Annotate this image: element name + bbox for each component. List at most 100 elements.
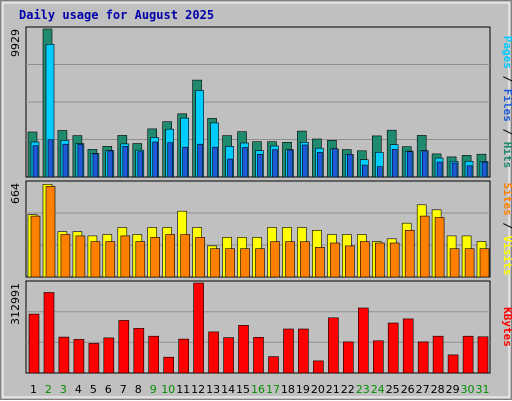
bar-pages-day-15 (242, 147, 248, 178)
bar-sites-day-7 (120, 235, 131, 278)
bar-pages-day-31 (481, 161, 488, 178)
bar-kbytes-day-23 (357, 307, 369, 374)
bar-sites-day-12 (195, 237, 205, 278)
bar-sites-day-21 (330, 242, 340, 278)
bar-pages-day-30 (466, 165, 473, 178)
bar-pages-day-9 (152, 141, 158, 178)
x-tick-day-9: 9 (150, 383, 157, 396)
bar-kbytes-day-16 (253, 336, 264, 374)
bar-pages-day-5 (92, 153, 99, 178)
bar-pages-day-12 (197, 143, 203, 178)
legend-entry: Pages (501, 36, 512, 69)
x-tick-day-7: 7 (120, 383, 127, 396)
bar-sites-day-8 (135, 241, 146, 278)
bar-kbytes-day-1 (28, 313, 40, 374)
bar-sites-day-29 (449, 248, 460, 278)
bar-kbytes-day-31 (477, 336, 489, 374)
bar-sites-day-11 (180, 234, 190, 278)
bar-pages-day-14 (227, 158, 233, 178)
bar-sites-day-24 (374, 242, 385, 278)
bar-pages-day-2 (47, 139, 54, 178)
bar-pages-day-20 (317, 152, 323, 178)
bar-kbytes-day-27 (417, 341, 429, 374)
bar-kbytes-day-9 (148, 335, 159, 374)
bar-pages-day-1 (32, 145, 39, 178)
x-tick-day-27: 27 (416, 383, 430, 396)
x-tick-day-17: 17 (266, 383, 280, 396)
bar-kbytes-day-30 (462, 335, 474, 374)
bar-sites-day-25 (389, 242, 400, 278)
bar-sites-day-1 (30, 215, 41, 278)
bar-kbytes-day-11 (178, 338, 189, 374)
x-tick-day-24: 24 (371, 383, 385, 396)
bar-pages-day-22 (346, 154, 353, 178)
legend-entry: Hits (501, 142, 512, 169)
x-tick-day-5: 5 (90, 383, 97, 396)
x-tick-day-29: 29 (446, 383, 460, 396)
bar-sites-day-17 (270, 241, 280, 278)
legend-entry: / (501, 69, 512, 89)
bar-sites-day-6 (105, 241, 116, 278)
bar-sites-day-31 (479, 248, 490, 278)
x-tick-day-8: 8 (135, 383, 142, 396)
x-tick-day-4: 4 (75, 383, 82, 396)
legend-hits-files-pages: Pages / Files / Hits (501, 36, 512, 169)
bar-pages-day-24 (376, 166, 383, 178)
x-tick-day-3: 3 (60, 383, 67, 396)
bar-kbytes-day-5 (88, 343, 100, 374)
x-tick-day-26: 26 (401, 383, 415, 396)
bar-kbytes-day-19 (298, 328, 309, 374)
y-max-label: 9929 (9, 29, 22, 57)
x-tick-day-30: 30 (461, 383, 475, 396)
bar-pages-day-8 (137, 151, 144, 178)
x-tick-day-31: 31 (476, 383, 490, 396)
x-tick-day-28: 28 (431, 383, 445, 396)
x-tick-day-12: 12 (191, 383, 205, 396)
bar-kbytes-day-13 (208, 331, 219, 374)
bar-sites-day-19 (300, 241, 310, 278)
bar-pages-day-28 (436, 161, 443, 178)
bar-sites-day-20 (315, 247, 325, 278)
x-tick-day-20: 20 (311, 383, 325, 396)
bar-sites-day-27 (419, 215, 430, 278)
legend-entry: Visits (501, 236, 512, 276)
x-tick-day-23: 23 (356, 383, 370, 396)
bar-kbytes-day-4 (73, 339, 85, 374)
bar-pages-day-16 (257, 154, 263, 178)
bar-sites-day-14 (225, 248, 235, 278)
bar-pages-day-6 (107, 150, 114, 178)
bar-pages-day-7 (122, 146, 129, 178)
bar-kbytes-day-29 (447, 354, 459, 374)
x-tick-day-6: 6 (105, 383, 112, 396)
frame-bevel (2, 2, 510, 398)
x-tick-day-15: 15 (236, 383, 250, 396)
legend-entry: KBytes (501, 307, 512, 347)
bar-sites-day-30 (464, 248, 475, 278)
bar-kbytes-day-17 (268, 356, 279, 374)
bar-sites-day-3 (60, 234, 71, 278)
y-max-label: 312991 (9, 283, 22, 325)
bar-sites-day-15 (240, 248, 250, 278)
x-tick-day-22: 22 (341, 383, 355, 396)
bar-pages-day-21 (332, 148, 338, 178)
bar-kbytes-day-25 (387, 322, 399, 374)
bar-pages-day-3 (62, 143, 69, 178)
legend-entry: / (501, 216, 512, 236)
bar-sites-day-26 (404, 230, 415, 278)
bar-pages-day-18 (287, 149, 293, 178)
bar-kbytes-day-18 (283, 328, 294, 374)
bar-pages-day-4 (77, 143, 84, 178)
bar-kbytes-day-3 (58, 336, 70, 374)
bar-pages-day-26 (406, 151, 413, 178)
x-tick-day-16: 16 (251, 383, 265, 396)
x-tick-day-25: 25 (386, 383, 400, 396)
legend-visits-sites: Sites / Visits (501, 183, 512, 276)
bar-kbytes-day-8 (133, 328, 145, 374)
bar-pages-day-23 (361, 164, 368, 178)
bar-kbytes-day-2 (43, 292, 55, 374)
bar-kbytes-day-12 (193, 282, 204, 374)
bar-kbytes-day-10 (163, 356, 174, 374)
x-tick-day-19: 19 (296, 383, 310, 396)
bar-sites-day-18 (285, 241, 295, 278)
